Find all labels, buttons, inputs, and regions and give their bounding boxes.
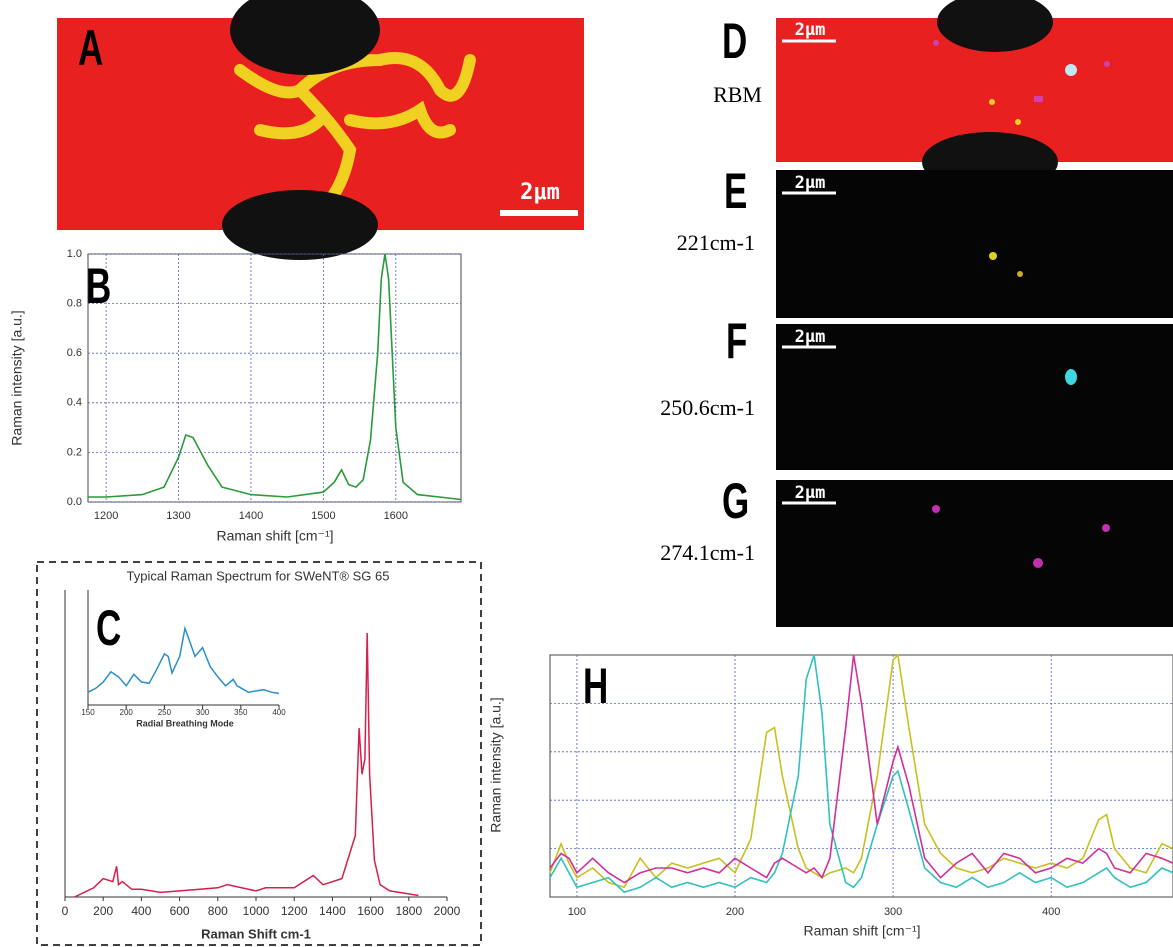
series-line [88,253,462,501]
plot-frame [87,253,462,503]
scale-bar-label: 2μm [795,483,826,503]
y-tick-label: 0.2 [67,446,82,458]
y-tick-label: 1.0 [67,248,82,260]
x-tick-label: 200 [726,906,744,918]
image-e [776,170,1173,318]
y-tick-label: 0.4 [67,397,82,409]
panel-label: E [724,164,747,220]
image-d [776,0,1173,192]
x-tick-label: 1000 [243,904,270,918]
series-line [74,632,419,898]
x-tick-label: 100 [568,906,586,918]
x-tick-label: 1600 [384,510,408,522]
x-tick-label: 800 [208,904,228,918]
x-tick-label: 250 [158,708,172,717]
x-tick-label: 200 [93,904,113,918]
x-tick-label: 1400 [319,904,346,918]
x-tick-label: 200 [120,708,134,717]
x-tick-label: 350 [234,708,248,717]
x-tick-label: 2000 [434,904,461,918]
series-line [87,625,280,695]
series-line [549,654,1173,894]
scale-bar-label: 2μm [795,327,826,347]
panel-frame [36,561,482,946]
caption: 221cm-1 [677,230,755,255]
image-f [776,324,1173,470]
y-tick-label: 0.8 [67,298,82,310]
panel-label: F [726,314,747,370]
x-tick-label: 1600 [357,904,384,918]
panel-label: B [86,259,111,315]
scale-bar-label: 2μm [795,20,826,40]
y-tick-label: 0.0 [67,496,82,508]
y-axis-label: Raman intensity [a.u.] [9,310,25,445]
panel-label: D [722,14,747,70]
x-tick-label: 400 [131,904,151,918]
x-axis-label: Raman shift [cm⁻¹] [216,528,333,544]
y-axis-label: Raman intensity [a.u.] [488,697,504,832]
series-line [549,653,1173,889]
x-tick-label: 1200 [94,510,118,522]
panel-label: G [722,474,749,530]
scale-bar-label: 2μm [520,180,560,205]
x-tick-label: 400 [1042,906,1060,918]
x-tick-label: 1300 [166,510,190,522]
caption: RBM [713,82,762,107]
x-tick-label: 1200 [281,904,308,918]
chart-title: Typical Raman Spectrum for SWeNT® SG 65 [127,568,390,583]
image-g [776,480,1173,627]
x-tick-label: 400 [272,708,286,717]
series-line [549,654,1173,884]
x-tick-label: 1500 [311,510,335,522]
x-tick-label: 300 [884,906,902,918]
caption: 250.6cm-1 [660,395,755,420]
panel-label: A [78,21,103,77]
y-tick-label: 0.6 [67,347,82,359]
x-axis-label: Radial Breathing Mode [136,718,234,728]
caption: 274.1cm-1 [660,540,755,565]
x-tick-label: 0 [62,904,69,918]
x-tick-label: 600 [170,904,190,918]
x-tick-label: 1400 [239,510,263,522]
panel-label: C [96,601,121,657]
image-a [57,0,584,260]
panel-label: H [583,659,608,715]
scale-bar-label: 2μm [795,173,826,193]
x-tick-label: 150 [81,708,95,717]
x-tick-label: 1800 [395,904,422,918]
x-axis-label: Raman Shift cm-1 [201,926,311,941]
x-tick-label: 300 [196,708,210,717]
x-axis-label: Raman shift [cm⁻¹] [803,923,920,939]
plot-frame [549,654,1173,898]
